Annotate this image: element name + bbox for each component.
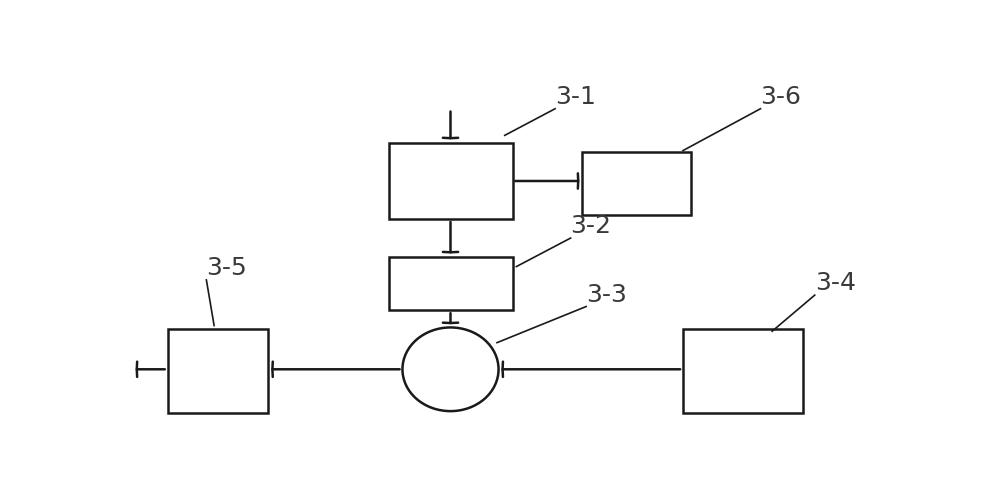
Text: 3-6: 3-6	[761, 85, 802, 109]
Bar	[388, 143, 512, 219]
Text: 3-2: 3-2	[571, 214, 612, 238]
Text: 3-3: 3-3	[586, 283, 627, 306]
Text: 3-1: 3-1	[555, 85, 596, 109]
Text: 3-4: 3-4	[815, 271, 856, 295]
Bar	[168, 329, 268, 413]
Ellipse shape	[402, 328, 499, 411]
Text: 3-5: 3-5	[206, 256, 247, 280]
Bar	[388, 257, 512, 310]
Bar	[683, 329, 803, 413]
Bar	[582, 153, 691, 215]
